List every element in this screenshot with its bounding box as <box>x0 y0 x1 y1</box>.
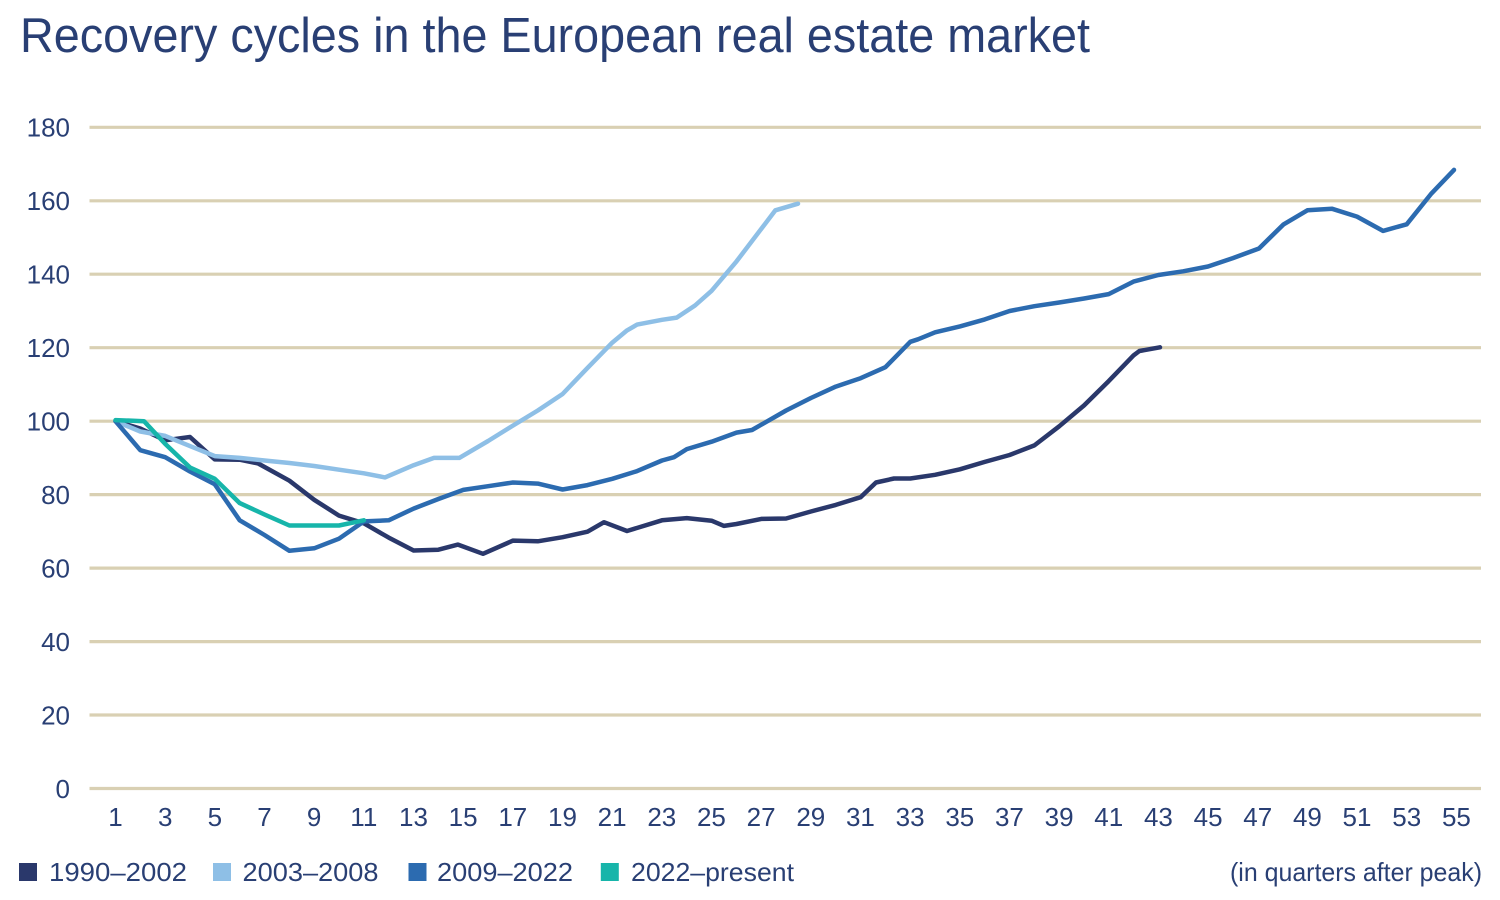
svg-text:80: 80 <box>41 480 70 510</box>
svg-text:Recovery cycles in the Europea: Recovery cycles in the European real est… <box>20 9 1090 63</box>
svg-text:20: 20 <box>41 700 70 730</box>
svg-text:2003–2008: 2003–2008 <box>243 857 379 887</box>
svg-text:11: 11 <box>350 802 377 832</box>
svg-text:13: 13 <box>399 802 428 832</box>
svg-text:2009–2022: 2009–2022 <box>437 857 573 887</box>
svg-text:100: 100 <box>27 407 70 437</box>
svg-text:31: 31 <box>846 802 875 832</box>
svg-text:140: 140 <box>27 260 70 290</box>
svg-text:23: 23 <box>647 802 676 832</box>
svg-text:19: 19 <box>548 802 577 832</box>
svg-text:53: 53 <box>1392 802 1421 832</box>
svg-text:35: 35 <box>945 802 974 832</box>
svg-text:1: 1 <box>108 802 122 832</box>
svg-text:17: 17 <box>498 802 527 832</box>
svg-text:180: 180 <box>27 113 70 143</box>
svg-text:55: 55 <box>1442 802 1471 832</box>
svg-text:33: 33 <box>896 802 925 832</box>
svg-text:60: 60 <box>41 553 70 583</box>
svg-text:15: 15 <box>449 802 478 832</box>
svg-text:39: 39 <box>1045 802 1074 832</box>
svg-text:120: 120 <box>27 333 70 363</box>
svg-text:5: 5 <box>208 802 222 832</box>
svg-text:49: 49 <box>1293 802 1322 832</box>
svg-text:7: 7 <box>257 802 271 832</box>
svg-text:37: 37 <box>995 802 1024 832</box>
svg-text:43: 43 <box>1144 802 1173 832</box>
svg-text:1990–2002: 1990–2002 <box>49 857 187 887</box>
svg-text:25: 25 <box>697 802 726 832</box>
svg-text:160: 160 <box>27 186 70 216</box>
svg-text:9: 9 <box>307 802 321 832</box>
svg-text:3: 3 <box>158 802 172 832</box>
svg-text:47: 47 <box>1243 802 1272 832</box>
svg-text:(in quarters after peak): (in quarters after peak) <box>1230 857 1482 887</box>
svg-text:41: 41 <box>1094 802 1123 832</box>
svg-text:2022–present: 2022–present <box>631 857 795 887</box>
svg-text:27: 27 <box>747 802 776 832</box>
svg-text:21: 21 <box>598 802 627 832</box>
svg-text:0: 0 <box>56 774 70 804</box>
svg-text:40: 40 <box>41 627 70 657</box>
svg-text:51: 51 <box>1343 802 1372 832</box>
svg-text:29: 29 <box>796 802 825 832</box>
svg-text:45: 45 <box>1194 802 1223 832</box>
